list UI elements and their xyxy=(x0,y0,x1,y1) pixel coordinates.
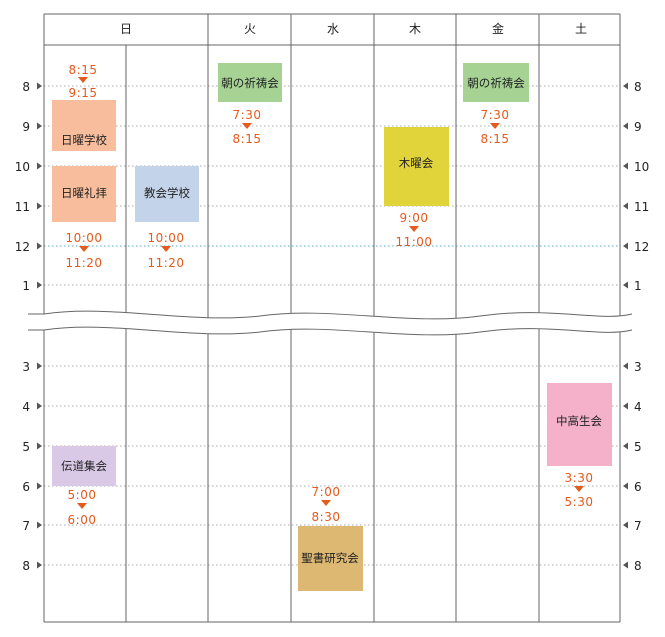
day-header-sat: 土 xyxy=(575,22,587,36)
event-blocks: 日曜学校 日曜礼拝 教会学校 伝道集会 朝の祈祷会 聖書研究会 木曜会 朝の祈祷… xyxy=(52,63,612,591)
time-start: 9:00 xyxy=(400,211,429,225)
time-start: 7:30 xyxy=(233,108,262,122)
time-end: 8:15 xyxy=(233,132,262,146)
down-arrow-icon xyxy=(77,503,87,509)
down-arrow-icon xyxy=(161,246,171,252)
hour-label-right: 1 xyxy=(634,279,642,293)
time-end: 5:30 xyxy=(565,495,594,509)
down-arrow-icon xyxy=(321,500,331,506)
down-arrow-icon xyxy=(78,77,88,83)
hour-label-left: 8 xyxy=(22,80,30,94)
hour-labels-left: 8 9 10 11 12 1 3 4 5 6 7 8 xyxy=(15,80,30,573)
hour-label-right: 6 xyxy=(634,480,642,494)
down-arrow-icon xyxy=(490,123,500,129)
hour-label-right: 8 xyxy=(634,80,642,94)
time-start: 10:00 xyxy=(147,231,184,245)
time-notes: 8:15 9:15 10:00 11:20 10:00 11:20 5:00 6… xyxy=(65,63,593,527)
event-label: 中高生会 xyxy=(556,414,602,428)
day-header-tue: 火 xyxy=(244,22,256,36)
hour-label-left: 10 xyxy=(15,160,30,174)
day-header-thu: 木 xyxy=(409,22,421,36)
hour-label-left: 4 xyxy=(22,400,30,414)
hour-label-left: 9 xyxy=(22,120,30,134)
hour-label-right: 5 xyxy=(634,440,642,454)
event-box xyxy=(547,383,612,466)
event-box xyxy=(52,166,116,222)
hour-label-left: 6 xyxy=(22,480,30,494)
time-start: 3:30 xyxy=(565,471,594,485)
event-box xyxy=(298,526,363,591)
time-start: 7:30 xyxy=(481,108,510,122)
event-box xyxy=(463,63,529,102)
hour-label-left: 1 xyxy=(22,279,30,293)
event-box xyxy=(52,100,116,151)
down-arrow-icon xyxy=(79,246,89,252)
hour-label-left: 12 xyxy=(15,240,30,254)
hour-label-right: 8 xyxy=(634,559,642,573)
time-start: 7:00 xyxy=(312,485,341,499)
event-box xyxy=(218,63,282,102)
event-label: 伝道集会 xyxy=(61,459,107,473)
event-label: 朝の祈祷会 xyxy=(467,76,525,90)
day-header-fri: 金 xyxy=(492,21,504,36)
time-end: 11:20 xyxy=(65,256,102,270)
time-end: 11:00 xyxy=(395,235,432,249)
down-arrow-icon xyxy=(242,123,252,129)
event-box xyxy=(384,127,449,206)
day-header-sun: 日 xyxy=(120,22,132,36)
hour-label-right: 4 xyxy=(634,400,642,414)
hour-label-right: 9 xyxy=(634,120,642,134)
day-header-wed: 水 xyxy=(327,22,339,36)
hour-label-left: 8 xyxy=(22,559,30,573)
event-box xyxy=(52,446,116,486)
hour-labels-right: 8 9 10 11 12 1 3 4 5 6 7 8 xyxy=(634,80,649,573)
hour-label-right: 11 xyxy=(634,200,649,214)
hour-label-left: 7 xyxy=(22,519,30,533)
hour-label-right: 7 xyxy=(634,519,642,533)
hour-label-right: 10 xyxy=(634,160,649,174)
day-headers: 日 火 水 木 金 土 xyxy=(120,21,587,36)
event-box xyxy=(135,166,199,222)
event-label: 日曜学校 xyxy=(61,133,107,147)
time-start: 8:15 xyxy=(69,63,98,77)
hour-label-left: 11 xyxy=(15,200,30,214)
hour-label-left: 5 xyxy=(22,440,30,454)
time-end: 11:20 xyxy=(147,256,184,270)
time-end: 6:00 xyxy=(68,513,97,527)
event-label: 朝の祈祷会 xyxy=(221,76,279,90)
down-arrow-icon xyxy=(574,486,584,492)
time-start: 10:00 xyxy=(65,231,102,245)
time-end: 9:15 xyxy=(69,86,98,100)
event-label: 木曜会 xyxy=(399,156,434,170)
hour-label-right: 12 xyxy=(634,240,649,254)
event-label: 教会学校 xyxy=(144,186,190,200)
event-label: 聖書研究会 xyxy=(301,551,359,565)
time-break xyxy=(28,310,633,336)
time-end: 8:30 xyxy=(312,510,341,524)
time-end: 8:15 xyxy=(481,132,510,146)
hour-label-right: 3 xyxy=(634,360,642,374)
hour-label-left: 3 xyxy=(22,360,30,374)
down-arrow-icon xyxy=(409,226,419,232)
event-label: 日曜礼拝 xyxy=(61,186,107,200)
time-start: 5:00 xyxy=(68,488,97,502)
